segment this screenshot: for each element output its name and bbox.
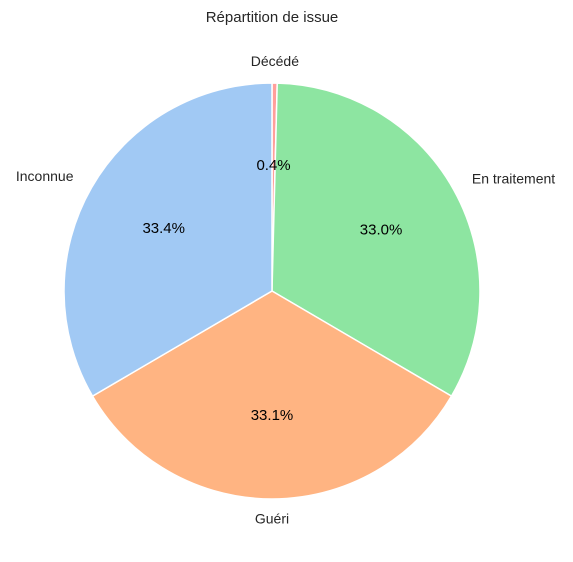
- percent-label-decede: 0.4%: [256, 157, 290, 174]
- pie-labels: Décédé 0.4% En traitement 33.0% Guéri 33.1% In…: [16, 53, 555, 527]
- percent-label-en-traitement: 33.0%: [360, 221, 403, 238]
- pie-slice-en-traitement: [271, 82, 481, 397]
- percent-label-gueri: 33.1%: [251, 407, 294, 424]
- pie-slice-gueri: [91, 290, 453, 500]
- pie-slices: [63, 82, 481, 500]
- percent-label-inconnue: 33.4%: [142, 220, 185, 237]
- pie-slice-inconnue: [63, 82, 273, 397]
- category-label-gueri: Guéri: [255, 511, 289, 527]
- chart-title: Répartition de issue: [206, 9, 339, 26]
- category-label-decede: Décédé: [251, 53, 299, 69]
- category-label-inconnue: Inconnue: [16, 168, 74, 184]
- category-label-en-traitement: En traitement: [472, 170, 555, 186]
